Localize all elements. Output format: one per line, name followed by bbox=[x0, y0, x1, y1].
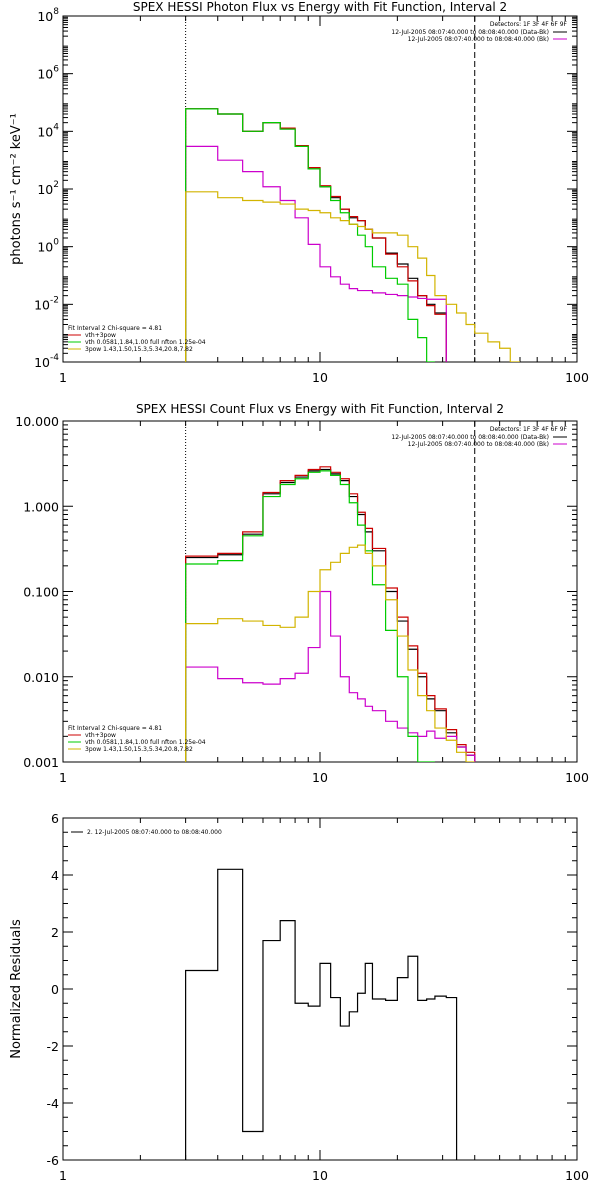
y-tick-label: -2 bbox=[47, 1039, 59, 1054]
y-tick-label: 0.001 bbox=[23, 755, 59, 770]
y-tick-base: 10 bbox=[37, 182, 53, 197]
y-tick-label: 102 bbox=[37, 180, 59, 197]
fit-legend-entry: vth+3pow bbox=[85, 332, 116, 339]
series-line-vth bbox=[185, 470, 435, 762]
x-tick-label: 1 bbox=[59, 370, 67, 385]
y-tick-label: 1.000 bbox=[23, 499, 59, 514]
y-tick-base: 10 bbox=[34, 297, 50, 312]
y-tick-exponent: 2 bbox=[53, 180, 59, 190]
top-legend-entry: 12-Jul-2005 08:07:40.000 to 08:08:40.000… bbox=[391, 434, 549, 441]
chart-title: SPEX HESSI Count Flux vs Energy with Fit… bbox=[136, 402, 504, 416]
fit-legend-entry: vth 0.0581,1.84,1.00 full nfton 1.25e-04 bbox=[85, 339, 206, 346]
series-line-vth bbox=[185, 108, 435, 362]
residuals-panel: 1 10 100 -6 -4 -2 0 2 4 6 Normalized Residuals 2. 1… bbox=[9, 811, 589, 1183]
plot-frame bbox=[62, 420, 578, 763]
y-tick-label: 10-4 bbox=[34, 353, 59, 370]
y-tick-base: 10 bbox=[37, 67, 53, 82]
series-line-powerlaw bbox=[185, 191, 520, 362]
y-tick-label: -4 bbox=[47, 1096, 60, 1111]
plot-frame bbox=[62, 15, 578, 363]
y-tick-label: 4 bbox=[51, 868, 59, 883]
y-tick-label: 2 bbox=[51, 925, 59, 940]
top-legend-entry: 12-Jul-2005 08:07:40.000 to 08:08:40.000… bbox=[408, 36, 549, 43]
y-tick-label: -6 bbox=[47, 1153, 60, 1168]
y-tick-base: 10 bbox=[34, 355, 50, 370]
y-tick-exponent: 8 bbox=[53, 7, 59, 17]
detectors-label: Detectors: 1F 3F 4F 6F 9F bbox=[490, 21, 568, 28]
x-tick-label: 100 bbox=[565, 770, 589, 785]
chart-title: SPEX HESSI Photon Flux vs Energy with Fi… bbox=[133, 0, 507, 14]
y-tick-label: 10.000 bbox=[15, 414, 59, 429]
plot-frame bbox=[62, 817, 578, 1161]
detectors-label: Detectors: 1F 3F 4F 6F 9F bbox=[490, 426, 568, 433]
fit-legend-entry: vth 0.0581,1.84,1.00 full nfton 1.25e-04 bbox=[85, 739, 206, 746]
series-line-background bbox=[185, 590, 476, 762]
fit-legend-entry: 3pow 1.43,1.50,15.3,5.34,20.8,7.82 bbox=[85, 746, 193, 753]
y-tick-base: 10 bbox=[37, 9, 53, 24]
top-legend-entry: 12-Jul-2005 08:07:40.000 to 08:08:40.000… bbox=[408, 441, 549, 448]
x-tick-label: 1 bbox=[59, 770, 67, 785]
fit-legend-entry: vth+3pow bbox=[85, 732, 116, 739]
top-legend-entry: 12-Jul-2005 08:07:40.000 to 08:08:40.000… bbox=[391, 29, 549, 36]
x-tick-label: 10 bbox=[312, 770, 328, 785]
series-line-powerlaw bbox=[185, 544, 475, 762]
y-axis-label: photons s⁻¹ cm⁻² keV⁻¹ bbox=[9, 113, 24, 265]
y-axis-label: Normalized Residuals bbox=[9, 919, 24, 1059]
series-line-background bbox=[185, 145, 447, 362]
x-tick-label: 100 bbox=[565, 1168, 589, 1183]
series-line-data bbox=[185, 468, 476, 762]
y-tick-label: 0.100 bbox=[23, 585, 59, 600]
y-tick-label: 108 bbox=[37, 7, 59, 24]
x-tick-label: 10 bbox=[312, 370, 328, 385]
series-line-model bbox=[185, 466, 476, 762]
series-group bbox=[185, 108, 520, 362]
series-line-residuals bbox=[185, 868, 458, 1160]
y-tick-label: 10-2 bbox=[34, 295, 59, 312]
y-tick-label: 0.010 bbox=[23, 670, 59, 685]
y-tick-label: 100 bbox=[37, 238, 59, 255]
y-tick-base: 10 bbox=[37, 240, 53, 255]
series-group bbox=[185, 868, 458, 1160]
y-tick-label: 106 bbox=[37, 65, 59, 82]
x-tick-label: 1 bbox=[59, 1168, 67, 1183]
fit-legend-entry: 3pow 1.43,1.50,15.3,5.34,20.8,7.82 bbox=[85, 346, 193, 353]
y-tick-exponent: -4 bbox=[50, 353, 59, 363]
y-tick-exponent: 4 bbox=[53, 122, 59, 132]
y-tick-label: 104 bbox=[37, 122, 59, 139]
fit-legend-title: Fit Interval 2 Chi-square = 4.81 bbox=[68, 325, 162, 332]
y-tick-exponent: 6 bbox=[53, 65, 59, 75]
count-flux-panel: 1 10 100 0.001 0.010 0.100 1.000 10.000 SPEX HES… bbox=[15, 402, 589, 785]
y-tick-label: 0 bbox=[51, 982, 59, 997]
y-tick-base: 10 bbox=[37, 124, 53, 139]
y-tick-label: 6 bbox=[51, 811, 59, 826]
y-tick-exponent: 0 bbox=[53, 238, 59, 248]
legend-entry: 2. 12-Jul-2005 08:07:40.000 to 08:08:40.… bbox=[87, 829, 222, 836]
y-tick-exponent: -2 bbox=[50, 295, 59, 305]
series-group bbox=[185, 466, 476, 762]
x-tick-label: 10 bbox=[312, 1168, 328, 1183]
x-tick-label: 100 bbox=[565, 370, 589, 385]
fit-legend-title: Fit Interval 2 Chi-square = 4.81 bbox=[68, 725, 162, 732]
